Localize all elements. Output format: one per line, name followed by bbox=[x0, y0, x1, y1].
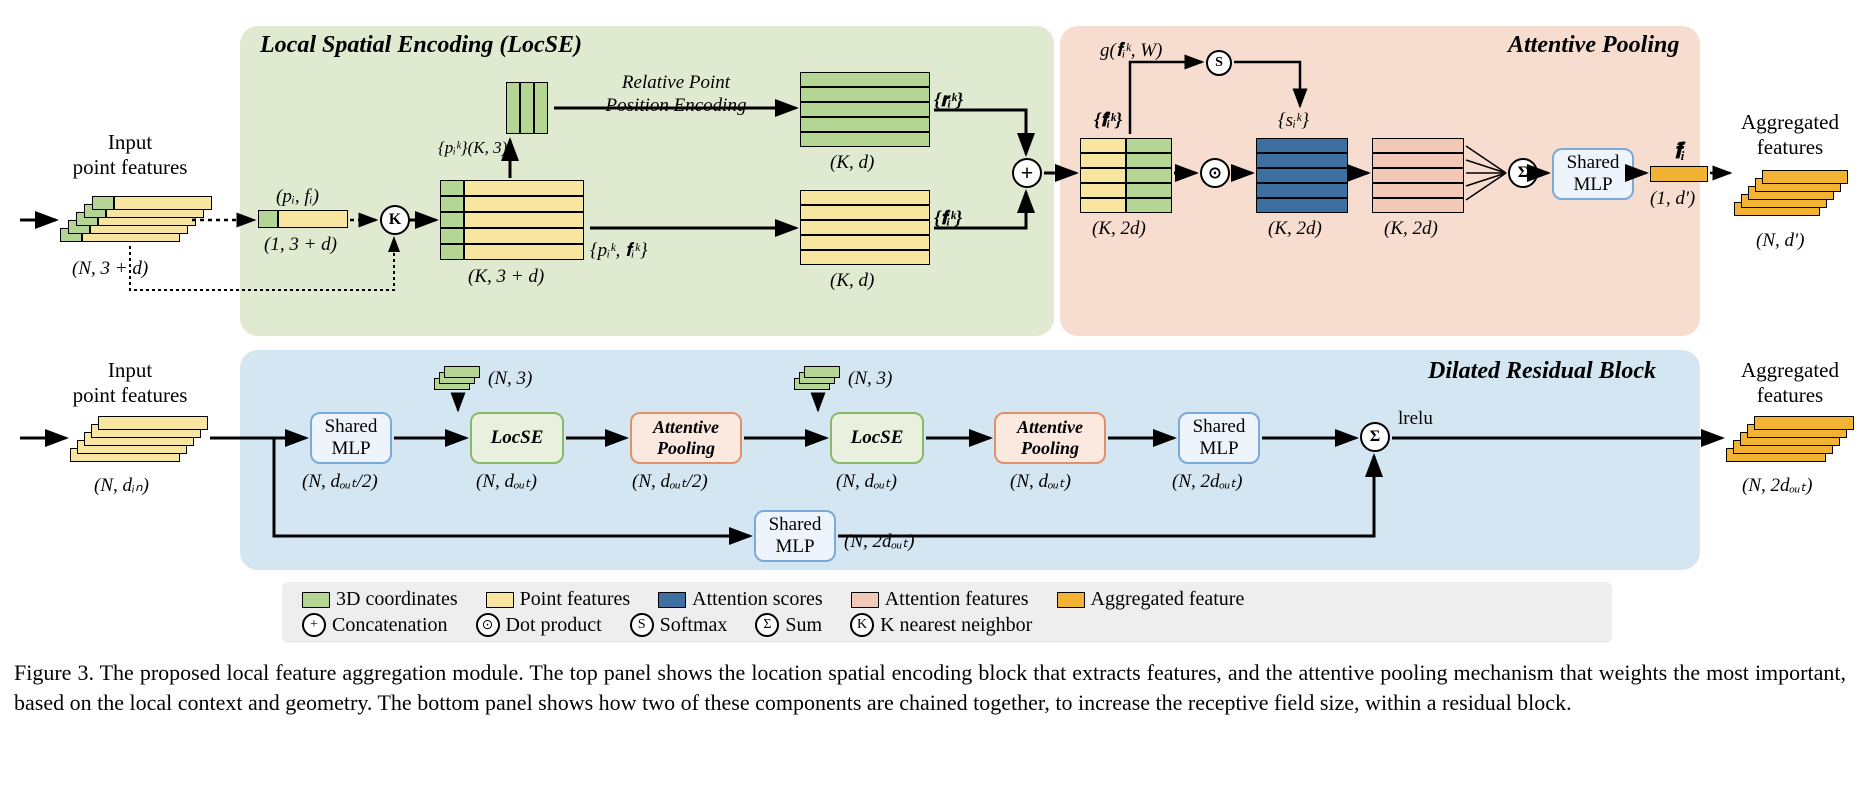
input-label-top: Inputpoint features bbox=[40, 130, 220, 180]
legend-concat: +Concatenation bbox=[302, 613, 448, 637]
legend-softmax: SSoftmax bbox=[630, 613, 728, 637]
attnfeat-dim: (K, 2d) bbox=[1384, 218, 1438, 240]
legend-pf: Point features bbox=[486, 588, 631, 611]
legend: 3D coordinates Point features Attention … bbox=[282, 582, 1612, 643]
legend-af: Attention features bbox=[851, 588, 1029, 611]
locse1-dim: (N, dₒᵤₜ) bbox=[476, 470, 537, 493]
rel-enc-label: Relative PointPosition Encoding bbox=[576, 72, 776, 118]
k3d-dim: (K, 3 + d) bbox=[468, 266, 544, 288]
dot-op: ⊙ bbox=[1200, 158, 1230, 188]
legend-knn: KK nearest neighbor bbox=[850, 613, 1032, 637]
mlp-bot-1: SharedMLP bbox=[310, 412, 392, 464]
ap-box-2: AttentivePooling bbox=[994, 412, 1106, 464]
legend-sum: ΣSum bbox=[755, 613, 822, 637]
legend-coord: 3D coordinates bbox=[302, 588, 458, 611]
agg-dim-bot: (N, 2dₒᵤₜ) bbox=[1742, 474, 1812, 497]
fhat-label: {𝐟̂ᵢᵏ} bbox=[1094, 110, 1122, 132]
legend-agg: Aggregated feature bbox=[1057, 588, 1245, 611]
sik-label: {sᵢᵏ} bbox=[1278, 110, 1309, 132]
ftilde-label: 𝐟̃ᵢ bbox=[1674, 138, 1685, 164]
legend-dot: ⊙Dot product bbox=[476, 613, 602, 637]
mlp-residual: SharedMLP bbox=[754, 510, 836, 562]
sum-op-top: Σ bbox=[1508, 158, 1538, 188]
legend-as: Attention scores bbox=[658, 588, 823, 611]
agg-label-bot: Aggregatedfeatures bbox=[1720, 358, 1860, 408]
agg-label-top: Aggregatedfeatures bbox=[1720, 110, 1860, 160]
locse-title: Local Spatial Encoding (LocSE) bbox=[260, 32, 582, 59]
locse-box-2: LocSE bbox=[830, 412, 924, 464]
ap1-dim: (N, dₒᵤₜ/2) bbox=[632, 470, 708, 493]
concat-op: + bbox=[1012, 158, 1042, 188]
ap-box-1: AttentivePooling bbox=[630, 412, 742, 464]
dim-13d: (1, 3 + d) bbox=[264, 234, 337, 256]
figure-caption: Figure 3. The proposed local feature agg… bbox=[14, 658, 1846, 717]
input-label-bot: Inputpoint features bbox=[40, 358, 220, 408]
sum-op-bot: Σ bbox=[1360, 422, 1390, 452]
pik-label: {pᵢᵏ}(K, 3) bbox=[438, 138, 507, 158]
fhat-dim: (K, 2d) bbox=[1092, 218, 1146, 240]
mlp2-dim: (N, 2dₒᵤₜ) bbox=[1172, 470, 1242, 493]
locse-box-1: LocSE bbox=[470, 412, 564, 464]
pifi-label: (pᵢ, fᵢ) bbox=[276, 186, 319, 208]
mlp-bot-2: SharedMLP bbox=[1178, 412, 1260, 464]
fik-label: {𝐟ᵢᵏ} bbox=[934, 208, 962, 230]
mlp-res-dim: (N, 2dₒᵤₜ) bbox=[844, 530, 914, 553]
rik-dim: (K, d) bbox=[830, 152, 874, 174]
ap2-dim: (N, dₒᵤₜ) bbox=[1010, 470, 1071, 493]
attentive-title: Attentive Pooling bbox=[1508, 32, 1679, 59]
ftilde-dim: (1, d') bbox=[1650, 188, 1695, 210]
figure-diagram: Local Spatial Encoding (LocSE) Attentive… bbox=[10, 10, 1850, 788]
knn-op: K bbox=[380, 205, 410, 235]
sik-dim: (K, 2d) bbox=[1268, 218, 1322, 240]
fik-dim: (K, d) bbox=[830, 270, 874, 292]
rik-label: {𝐫ᵢᵏ} bbox=[934, 90, 963, 112]
softmax-op: S bbox=[1206, 50, 1232, 76]
coords2-dim: (N, 3) bbox=[848, 368, 892, 390]
agg-dim-top: (N, d') bbox=[1756, 230, 1804, 252]
g-label: g(𝐟̂ᵢᵏ, W) bbox=[1100, 40, 1162, 62]
input-tensor-top bbox=[60, 192, 210, 262]
lrelu-label: lrelu bbox=[1398, 408, 1433, 430]
coords1-dim: (N, 3) bbox=[488, 368, 532, 390]
pikfik-label: {pᵢᵏ, 𝐟ᵢᵏ} bbox=[590, 240, 647, 262]
mlp1-dim: (N, dₒᵤₜ/2) bbox=[302, 470, 378, 493]
locse2-dim: (N, dₒᵤₜ) bbox=[836, 470, 897, 493]
dim-n3d-top: (N, 3 + d) bbox=[72, 258, 148, 280]
dilated-title: Dilated Residual Block bbox=[1428, 358, 1656, 385]
dim-ndin: (N, dᵢₙ) bbox=[94, 474, 149, 497]
shared-mlp-top: SharedMLP bbox=[1552, 148, 1634, 200]
